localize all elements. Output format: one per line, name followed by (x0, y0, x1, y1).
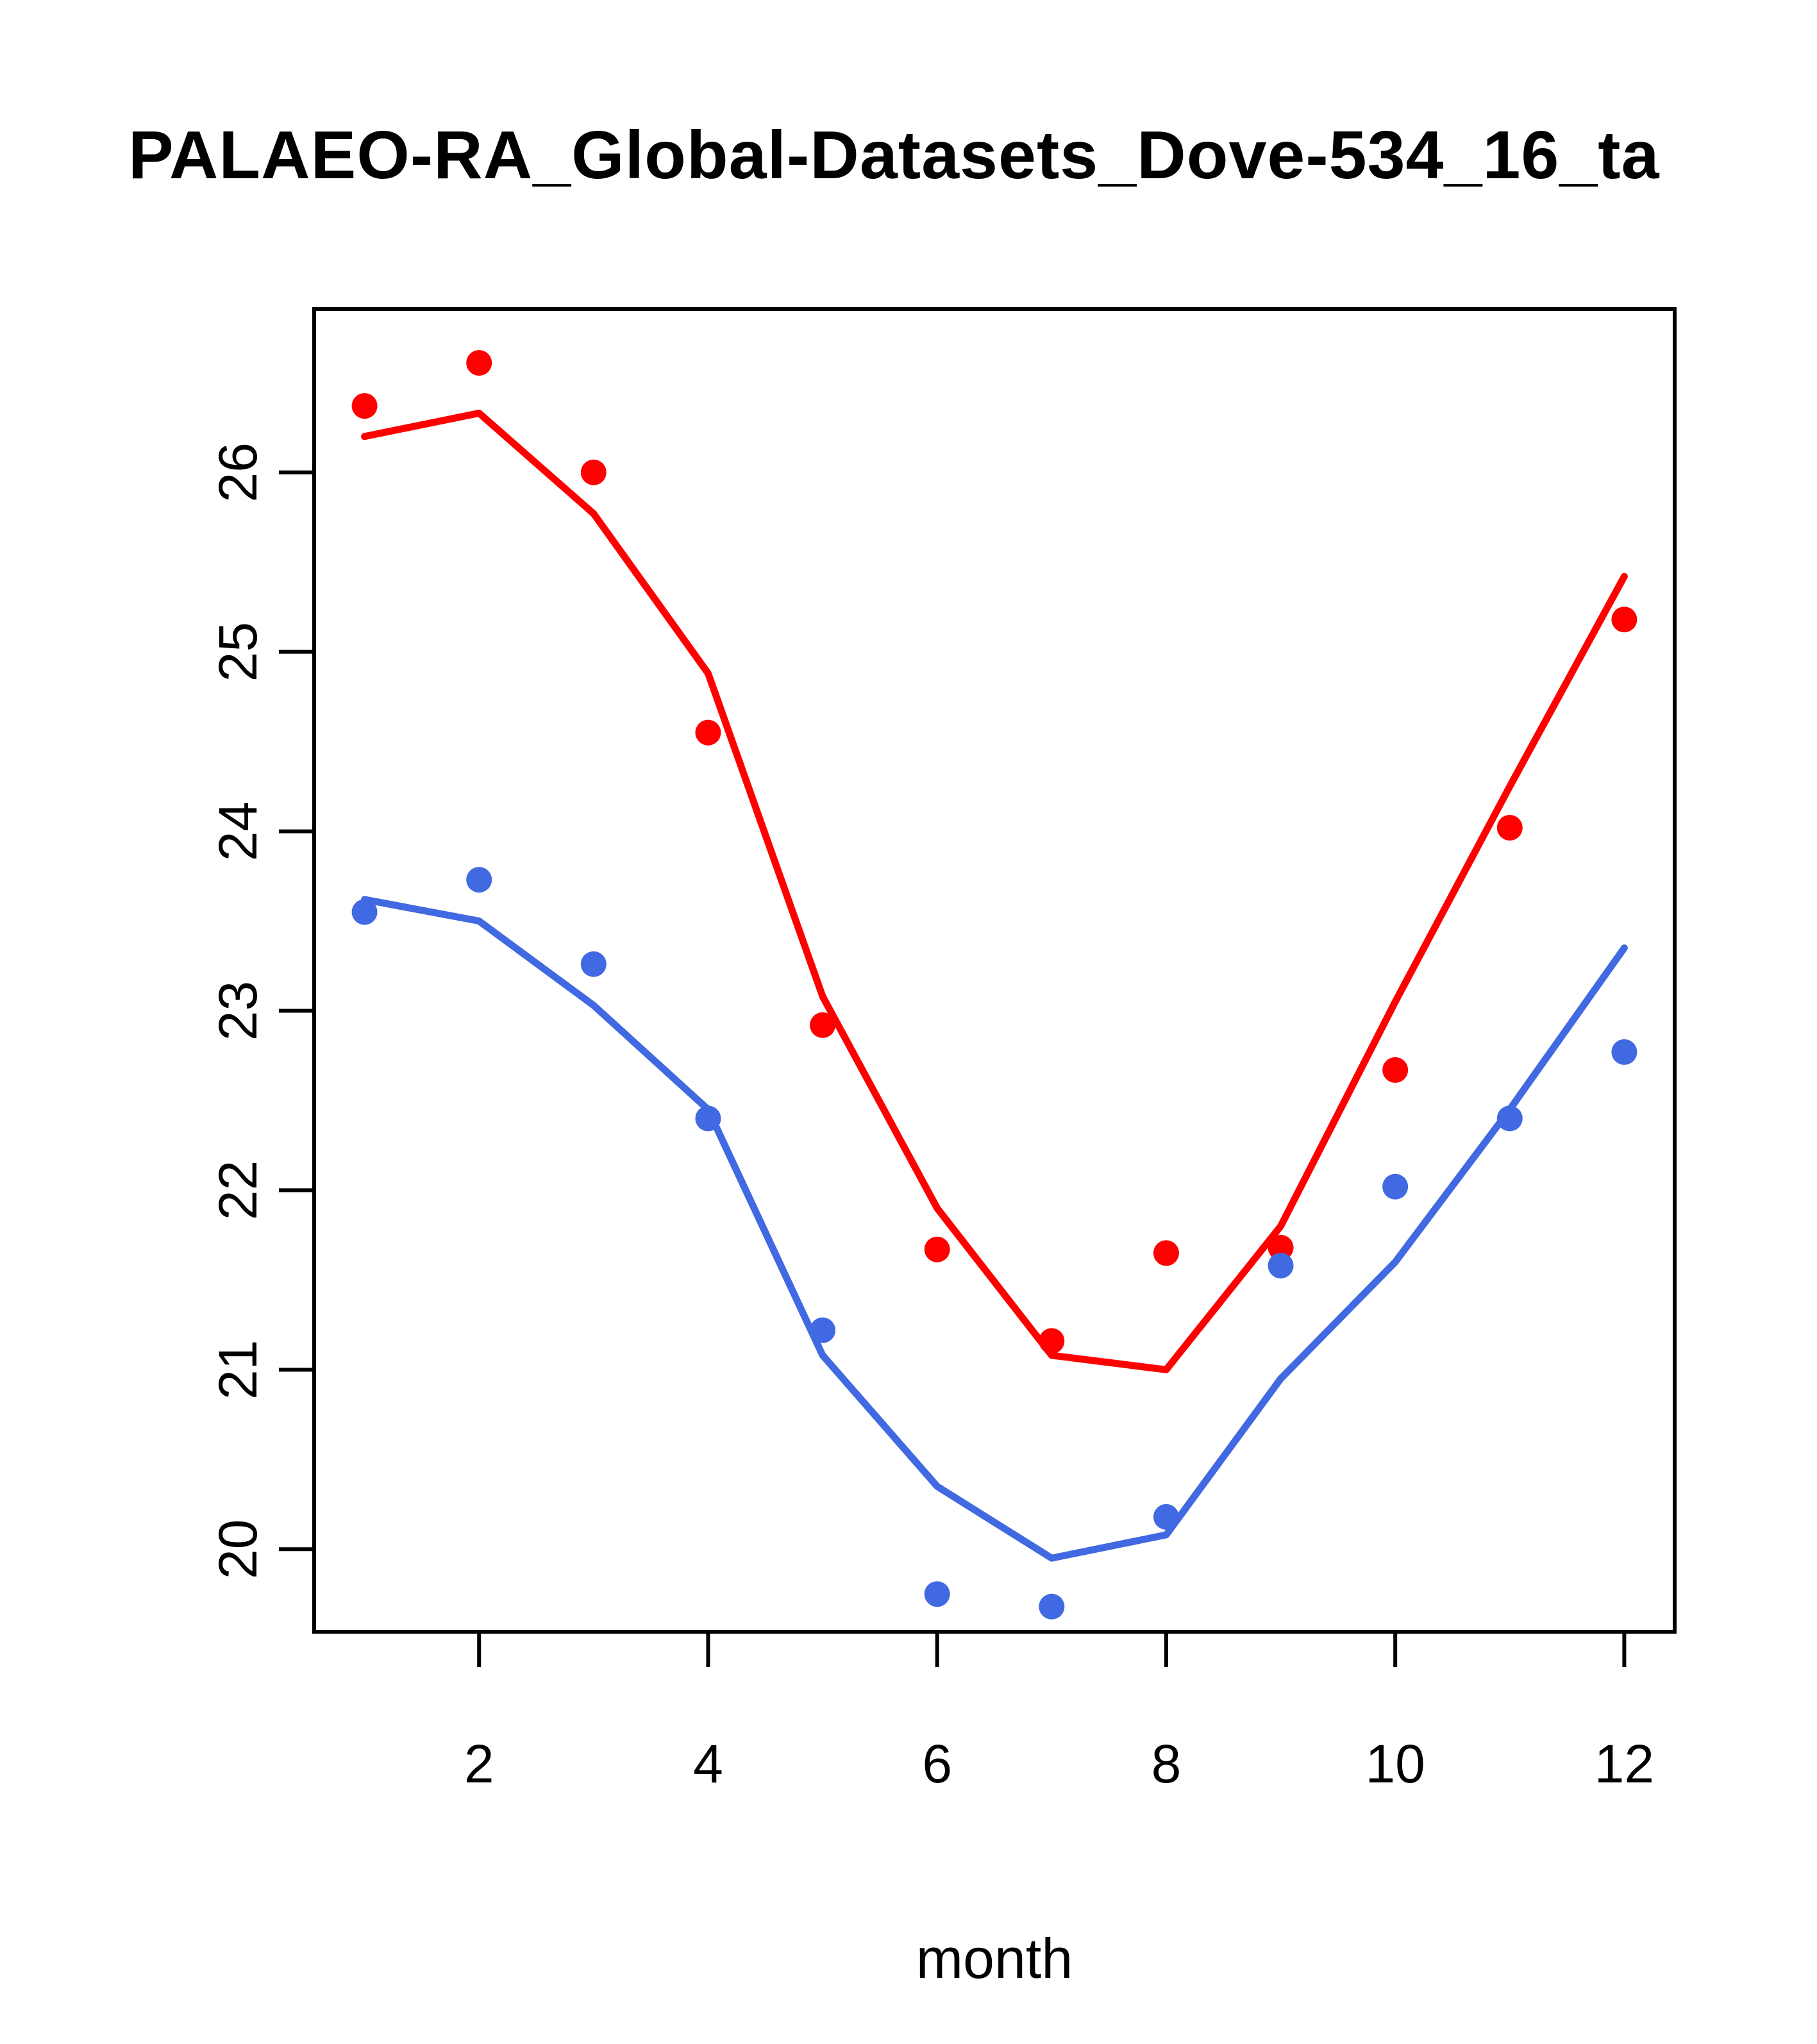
y-tick-label: 20 (208, 1520, 268, 1579)
series-layer (351, 349, 1637, 1620)
y-tick-label: 26 (208, 442, 268, 502)
blue-line (361, 896, 1628, 1562)
x-tick-label: 8 (1151, 1734, 1182, 1794)
blue-point (1268, 1252, 1294, 1278)
red-point (1382, 1057, 1409, 1083)
blue-point (924, 1581, 950, 1607)
y-tick-label: 24 (208, 801, 268, 861)
red-point (924, 1236, 950, 1262)
blue-point (466, 867, 492, 893)
red-point (1268, 1234, 1294, 1261)
red-point (810, 1012, 836, 1038)
x-tick-label: 10 (1365, 1734, 1425, 1794)
x-tick-label: 4 (693, 1734, 723, 1794)
y-tick-label: 23 (208, 981, 268, 1041)
x-axis-label: month (916, 1927, 1073, 1990)
x-tick-label: 6 (922, 1734, 952, 1794)
x-tick-label: 2 (464, 1734, 494, 1794)
chart-title: PALAEO-RA_Global-Datasets_Dove-534_16_ta (128, 117, 1660, 193)
red-point (1611, 607, 1637, 633)
red-point (466, 349, 492, 376)
blue-point (351, 899, 378, 925)
red-point (580, 459, 607, 485)
blue-point (1039, 1593, 1065, 1620)
x-tick-label: 12 (1595, 1734, 1654, 1794)
blue-point (1382, 1173, 1409, 1200)
blue-point (1496, 1105, 1523, 1132)
blue-point (1611, 1039, 1637, 1065)
red-point (351, 393, 378, 419)
red-point (1496, 814, 1523, 841)
y-tick-label: 22 (208, 1160, 268, 1220)
red-line (361, 409, 1628, 1373)
red-point (1153, 1240, 1179, 1266)
red-point (695, 719, 721, 746)
blue-point (580, 951, 607, 977)
y-tick-label: 21 (208, 1340, 268, 1400)
plot-border (312, 307, 1677, 1634)
y-tick-label: 25 (208, 622, 268, 682)
